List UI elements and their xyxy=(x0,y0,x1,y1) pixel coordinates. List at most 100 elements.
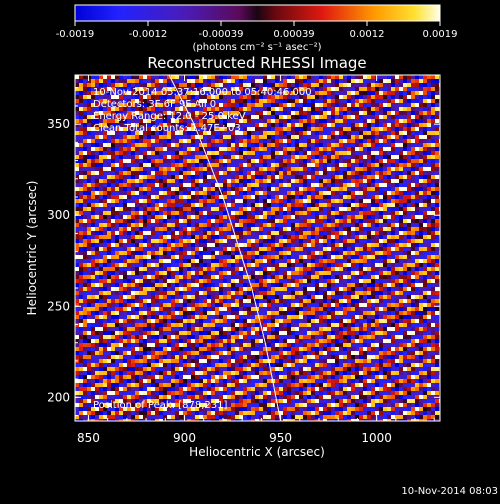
heatmap-cell xyxy=(143,223,147,227)
heatmap-cell xyxy=(295,251,299,255)
heatmap-cell xyxy=(91,223,95,227)
heatmap-cell xyxy=(175,139,179,143)
heatmap-cell xyxy=(323,179,327,183)
heatmap-cell xyxy=(243,283,247,287)
heatmap-cell xyxy=(295,211,299,215)
heatmap-cell xyxy=(87,263,91,267)
heatmap-cell xyxy=(263,211,267,215)
heatmap-cell xyxy=(375,215,379,219)
heatmap-cell xyxy=(319,227,323,231)
heatmap-cell xyxy=(91,215,95,219)
heatmap-cell xyxy=(435,235,439,239)
heatmap-cell xyxy=(395,279,399,283)
heatmap-cell xyxy=(359,239,363,243)
heatmap-cell xyxy=(287,251,291,255)
heatmap-cell xyxy=(215,255,219,259)
heatmap-cell xyxy=(411,123,415,127)
heatmap-cell xyxy=(403,135,407,139)
heatmap-cell xyxy=(391,251,395,255)
heatmap-cell xyxy=(107,251,111,255)
heatmap-cell xyxy=(315,275,319,279)
heatmap-cell xyxy=(263,187,267,191)
heatmap-cell xyxy=(319,171,323,175)
heatmap-cell xyxy=(395,119,399,123)
heatmap-cell xyxy=(135,79,139,83)
heatmap-cell xyxy=(99,247,103,251)
heatmap-cell xyxy=(223,187,227,191)
heatmap-cell xyxy=(383,111,387,115)
heatmap-cell xyxy=(87,211,91,215)
heatmap-cell xyxy=(391,79,395,83)
heatmap-cell xyxy=(315,199,319,203)
heatmap-cell xyxy=(271,215,275,219)
heatmap-cell xyxy=(163,79,167,83)
heatmap-cell xyxy=(231,151,235,155)
heatmap-cell xyxy=(175,235,179,239)
heatmap-cell xyxy=(155,215,159,219)
heatmap-cell xyxy=(395,99,399,103)
heatmap-cell xyxy=(275,171,279,175)
heatmap-cell xyxy=(159,147,163,151)
heatmap-cell xyxy=(99,219,103,223)
heatmap-cell xyxy=(339,259,343,263)
heatmap-cell xyxy=(95,243,99,247)
heatmap-cell xyxy=(295,267,299,271)
heatmap-cell xyxy=(295,131,299,135)
heatmap-cell xyxy=(391,155,395,159)
heatmap-cell xyxy=(363,231,367,235)
heatmap-cell xyxy=(167,151,171,155)
heatmap-cell xyxy=(403,235,407,239)
heatmap-cell xyxy=(407,287,411,291)
heatmap-cell xyxy=(259,255,263,259)
heatmap-cell xyxy=(339,123,343,127)
heatmap-cell xyxy=(131,183,135,187)
heatmap-cell xyxy=(359,283,363,287)
heatmap-cell xyxy=(207,283,211,287)
heatmap-cell xyxy=(311,95,315,99)
heatmap-cell xyxy=(331,135,335,139)
heatmap-cell xyxy=(203,143,207,147)
heatmap-cell xyxy=(263,147,267,151)
heatmap-cell xyxy=(403,263,407,267)
heatmap-cell xyxy=(427,79,431,83)
heatmap-cell xyxy=(263,167,267,171)
heatmap-cell xyxy=(391,199,395,203)
heatmap-cell xyxy=(111,163,115,167)
heatmap-cell xyxy=(119,271,123,275)
heatmap-cell xyxy=(227,143,231,147)
heatmap-cell xyxy=(415,119,419,123)
heatmap-cell xyxy=(87,87,91,91)
heatmap-cell xyxy=(79,131,83,135)
heatmap-cell xyxy=(367,143,371,147)
heatmap-cell xyxy=(203,215,207,219)
heatmap-cell xyxy=(127,223,131,227)
heatmap-cell xyxy=(339,287,343,291)
heatmap-cell xyxy=(95,199,99,203)
heatmap-cell xyxy=(91,191,95,195)
heatmap-cell xyxy=(383,115,387,119)
heatmap-cell xyxy=(291,195,295,199)
heatmap-cell xyxy=(147,283,151,287)
heatmap-cell xyxy=(151,175,155,179)
heatmap-cell xyxy=(147,207,151,211)
heatmap-cell xyxy=(395,175,399,179)
heatmap-cell xyxy=(323,187,327,191)
heatmap-cell xyxy=(287,123,291,127)
heatmap-cell xyxy=(375,87,379,91)
heatmap-cell xyxy=(239,227,243,231)
heatmap-cell xyxy=(227,267,231,271)
heatmap-cell xyxy=(347,275,351,279)
heatmap-cell xyxy=(103,195,107,199)
heatmap-cell xyxy=(399,107,403,111)
heatmap-cell xyxy=(407,259,411,263)
heatmap-cell xyxy=(379,119,383,123)
heatmap-cell xyxy=(131,263,135,267)
heatmap-cell xyxy=(363,263,367,267)
heatmap-cell xyxy=(407,215,411,219)
heatmap-cell xyxy=(231,251,235,255)
heatmap-cell xyxy=(419,275,423,279)
heatmap-cell xyxy=(351,131,355,135)
heatmap-cell xyxy=(227,175,231,179)
heatmap-cell xyxy=(319,111,323,115)
heatmap-cell xyxy=(83,191,87,195)
